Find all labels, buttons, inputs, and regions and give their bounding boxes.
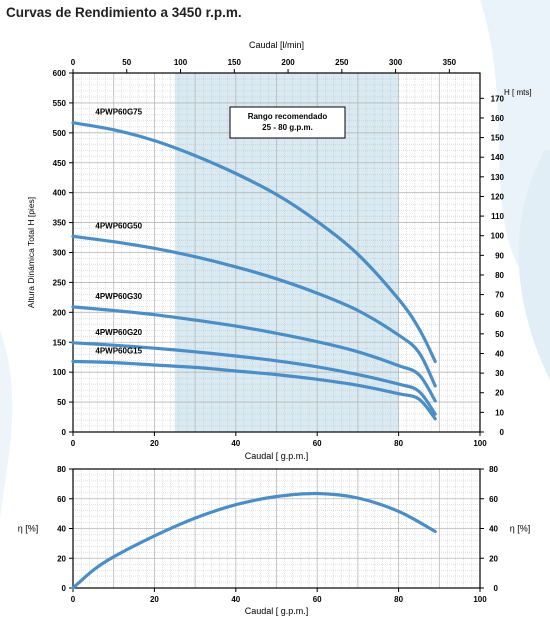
y-tick-label: 600 xyxy=(53,69,67,78)
y-tick-label: 0 xyxy=(62,584,67,593)
series-label: 4PWP60G15 xyxy=(95,346,142,355)
y2-tick-label: 50 xyxy=(495,330,504,339)
efficiency-curve xyxy=(71,491,437,590)
x-tick-label: 100 xyxy=(473,595,487,604)
x-tick-label: 20 xyxy=(150,595,159,604)
x-tick-label: 20 xyxy=(150,439,159,448)
y-tick-label: 400 xyxy=(53,189,67,198)
x-tick-label: 0 xyxy=(71,595,76,604)
y2-tick-label: 30 xyxy=(495,369,504,378)
x2-tick-label: 0 xyxy=(71,58,76,67)
x2-tick-label: 200 xyxy=(281,58,295,67)
y2-tick-label: 20 xyxy=(495,389,504,398)
efficiency-chart: 0 20 40 60 80 100 0 20 40 60 80 0 20 40 60 80 Caudal [ g… xyxy=(18,465,531,616)
curve-4pwp60g50 xyxy=(71,234,437,388)
y2-axis-label: η [%] xyxy=(510,524,531,534)
y2-tick-label: 110 xyxy=(491,212,504,221)
y2-tick-label: 60 xyxy=(489,495,498,504)
y-tick-label: 40 xyxy=(57,525,66,534)
y2-tick-label: 40 xyxy=(489,525,498,534)
x2-axis-label: Caudal [l/min] xyxy=(249,40,304,50)
y-tick-label: 250 xyxy=(53,278,67,287)
curve-4pwp60g75 xyxy=(71,121,437,363)
curve-4pwp60g20 xyxy=(71,341,437,416)
x2-tick-label: 100 xyxy=(174,58,188,67)
x2-tick-label: 300 xyxy=(389,58,403,67)
y-tick-label: 200 xyxy=(53,308,67,317)
y-tick-label: 450 xyxy=(53,159,67,168)
y2-tick-label: 170 xyxy=(491,94,505,103)
series-label: 4PWP60G50 xyxy=(95,221,142,230)
recommended-range-value: 25 - 80 g.p.m. xyxy=(262,123,313,132)
x-tick-label: 80 xyxy=(394,439,403,448)
x-tick-label: 40 xyxy=(231,595,240,604)
x2-tick-label: 50 xyxy=(122,58,131,67)
x2-tick-label: 150 xyxy=(228,58,242,67)
y2-tick-label: 160 xyxy=(491,114,505,123)
x2-tick-label: 250 xyxy=(335,58,349,67)
page-title: Curvas de Rendimiento a 3450 r.p.m. xyxy=(6,5,242,20)
y-tick-label: 50 xyxy=(57,398,66,407)
series-label: 4PWP60G20 xyxy=(95,328,142,337)
series-label: 4PWP60G30 xyxy=(95,292,142,301)
x-axis-label: Caudal [ g.p.m.] xyxy=(245,606,309,616)
y-tick-label: 350 xyxy=(53,219,67,228)
series-label: 4PWP60G75 xyxy=(95,108,142,117)
y-axis-label: η [%] xyxy=(18,524,39,534)
y2-tick-label: 20 xyxy=(489,554,498,563)
x-tick-label: 0 xyxy=(71,439,76,448)
x-tick-label: 40 xyxy=(231,439,240,448)
y2-tick-label: 80 xyxy=(489,465,498,474)
x2-tick-label: 350 xyxy=(443,58,457,67)
x-tick-label: 60 xyxy=(313,439,322,448)
x-tick-label: 60 xyxy=(313,595,322,604)
y-tick-label: 20 xyxy=(57,554,66,563)
y-tick-label: 300 xyxy=(53,249,67,258)
y2-tick-label: 60 xyxy=(495,310,504,319)
y-tick-label: 80 xyxy=(57,465,66,474)
y2-tick-label: 80 xyxy=(495,271,504,280)
y-tick-label: 60 xyxy=(57,495,66,504)
curve-4pwp60g15 xyxy=(71,359,437,421)
y2-tick-label: 140 xyxy=(491,153,505,162)
y-tick-label: 500 xyxy=(53,129,67,138)
recommended-range-box xyxy=(229,106,346,139)
y-tick-label: 100 xyxy=(53,368,67,377)
x-tick-label: 80 xyxy=(394,595,403,604)
recommended-range-label: Rango recomendado xyxy=(248,112,328,121)
y2-tick-label: 0 xyxy=(500,428,505,437)
y2-tick-label: 100 xyxy=(491,232,505,241)
x-tick-label: 100 xyxy=(473,439,487,448)
y-tick-label: 0 xyxy=(62,428,67,437)
y2-axis-label: H [ mts] xyxy=(504,88,532,97)
y-tick-label: 150 xyxy=(53,338,67,347)
y2-tick-label: 10 xyxy=(495,408,504,417)
y2-tick-label: 70 xyxy=(495,291,504,300)
y2-tick-label: 150 xyxy=(491,134,505,143)
y2-tick-label: 90 xyxy=(495,251,504,260)
y2-tick-label: 0 xyxy=(494,584,499,593)
x-axis-label: Caudal [ g.p.m.] xyxy=(245,451,309,461)
y-axis-label: Altura Dinámica Total H [pies] xyxy=(26,197,36,308)
curve-4pwp60g30 xyxy=(71,305,437,403)
y2-tick-label: 40 xyxy=(495,349,504,358)
y-tick-label: 550 xyxy=(53,99,67,108)
y2-tick-label: 120 xyxy=(491,192,505,201)
y2-tick-label: 130 xyxy=(491,173,505,182)
